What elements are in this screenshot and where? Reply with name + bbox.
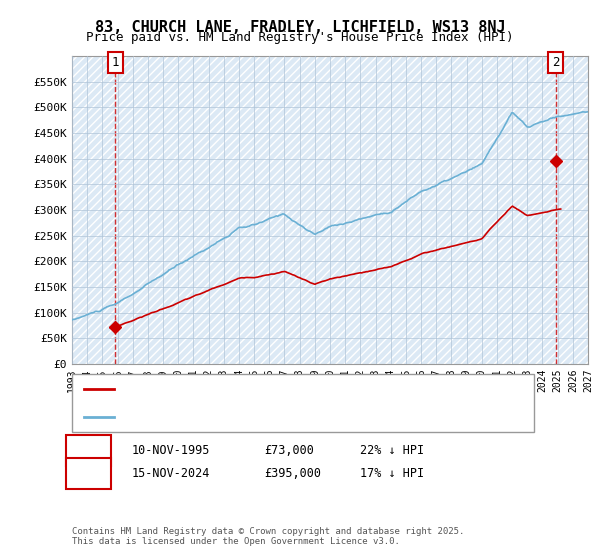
Text: £73,000: £73,000 [264,444,314,458]
Text: HPI: Average price, detached house, Lichfield: HPI: Average price, detached house, Lich… [120,412,401,422]
Text: 83, CHURCH LANE, FRADLEY, LICHFIELD, WS13 8NJ (detached house): 83, CHURCH LANE, FRADLEY, LICHFIELD, WS1… [120,384,508,394]
Text: Contains HM Land Registry data © Crown copyright and database right 2025.
This d: Contains HM Land Registry data © Crown c… [72,526,464,546]
Text: 10-NOV-1995: 10-NOV-1995 [132,444,211,458]
Text: Price paid vs. HM Land Registry's House Price Index (HPI): Price paid vs. HM Land Registry's House … [86,31,514,44]
Text: 22% ↓ HPI: 22% ↓ HPI [360,444,424,458]
Text: 2: 2 [85,466,92,480]
Text: 83, CHURCH LANE, FRADLEY, LICHFIELD, WS13 8NJ: 83, CHURCH LANE, FRADLEY, LICHFIELD, WS1… [95,20,505,35]
Text: 1: 1 [85,444,92,458]
Text: 2: 2 [552,56,560,69]
Text: £395,000: £395,000 [264,466,321,480]
Text: 17% ↓ HPI: 17% ↓ HPI [360,466,424,480]
Text: 15-NOV-2024: 15-NOV-2024 [132,466,211,480]
Text: 1: 1 [112,56,119,69]
